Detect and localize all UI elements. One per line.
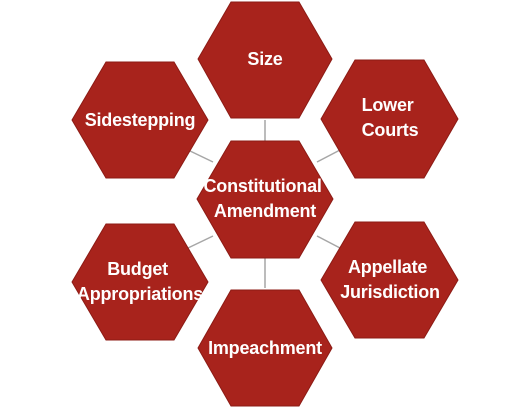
hexagon-sidestepping-label: Sidestepping (85, 110, 196, 130)
connector-budget-appropriations (187, 235, 214, 249)
hexagon-size-label: Size (247, 49, 282, 69)
connectors (187, 120, 341, 288)
hexagon-center-constitutional-amendment: Constitutional Amendment (196, 140, 334, 259)
connector-appellate-jurisdiction (316, 235, 341, 249)
hexagon-appellate-jurisdiction: Appellate Jurisdiction (320, 221, 459, 339)
hexagon-budget-appropriations-label: Budget Appropriations (77, 259, 203, 304)
hexagon-impeachment: Impeachment (197, 289, 333, 407)
hexagon-lower-courts-label: Lower Courts (362, 95, 419, 140)
connector-lower-courts (316, 149, 341, 163)
hexagon-lower-courts: Lower Courts (320, 59, 459, 179)
hexagon-size: Size (197, 1, 333, 119)
hexagon-appellate-jurisdiction-label: Appellate Jurisdiction (340, 257, 440, 302)
hexagon-budget-appropriations: Budget Appropriations (71, 223, 209, 341)
hexagon-impeachment-label: Impeachment (208, 338, 322, 358)
hexagon-center-label: Constitutional Amendment (204, 176, 327, 221)
connector-sidestepping (187, 149, 214, 163)
hexagon-sidestepping: Sidestepping (71, 61, 209, 179)
